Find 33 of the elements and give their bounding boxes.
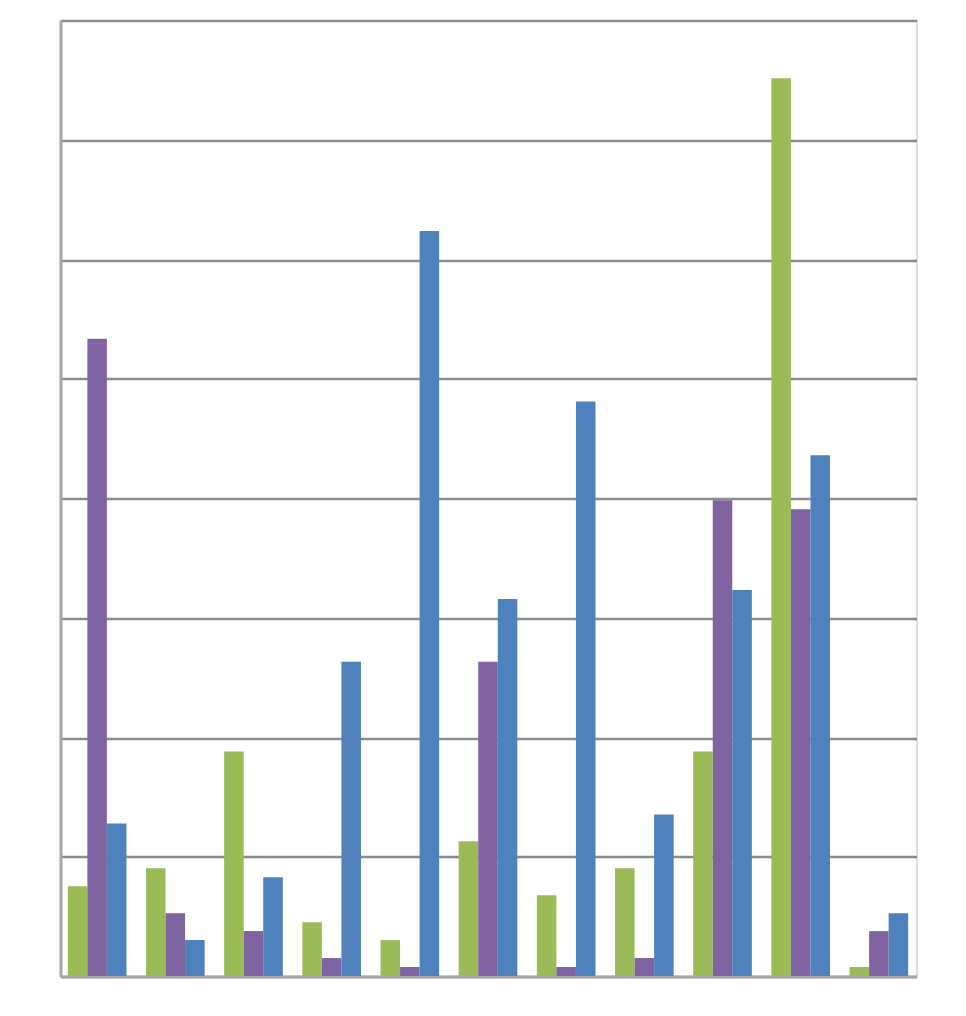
- bar: [712, 500, 733, 976]
- bar: [419, 230, 440, 976]
- bar: [790, 509, 811, 976]
- bar: [654, 814, 674, 976]
- bar: [87, 338, 107, 976]
- bar: [458, 841, 479, 976]
- bar: [224, 751, 244, 976]
- bar: [888, 913, 909, 976]
- bar: [106, 823, 127, 976]
- bar: [145, 868, 166, 976]
- bar: [536, 895, 557, 976]
- bar: [849, 967, 870, 976]
- bar: [302, 922, 322, 976]
- bar: [165, 913, 186, 976]
- bar: [497, 598, 518, 976]
- bar: [869, 931, 889, 976]
- bar: [810, 455, 831, 976]
- bar: [341, 661, 361, 976]
- bar: [693, 751, 713, 976]
- bar: [263, 877, 283, 976]
- bar: [185, 940, 205, 976]
- bar: [400, 967, 420, 976]
- bar: [634, 958, 655, 976]
- bar: [615, 868, 635, 976]
- bar: [478, 661, 498, 976]
- bar: [771, 78, 791, 976]
- bar: [321, 958, 342, 976]
- bar: [67, 886, 88, 976]
- bar: [243, 931, 264, 976]
- bar: [732, 590, 752, 976]
- bar: [556, 967, 576, 976]
- bar: [380, 940, 401, 976]
- bar: [575, 401, 596, 976]
